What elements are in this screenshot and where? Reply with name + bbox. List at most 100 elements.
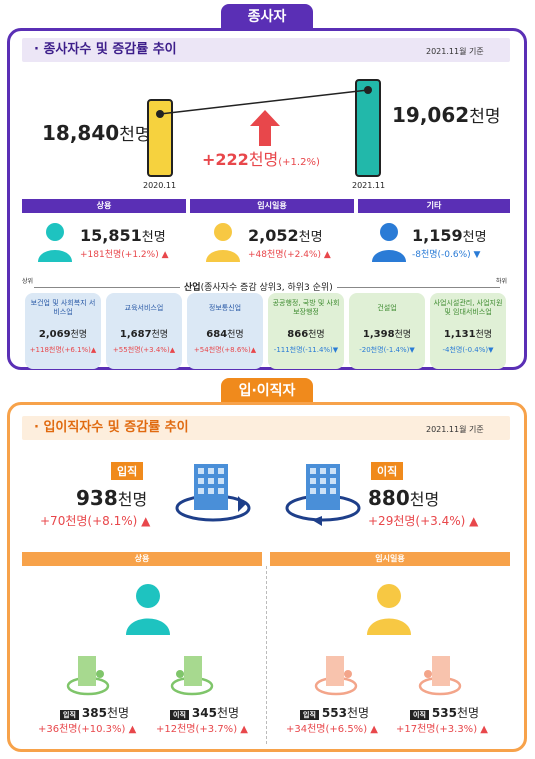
bullet-dot: ·	[34, 42, 44, 57]
value-text: 345	[191, 706, 217, 720]
hires-panel	[7, 402, 527, 752]
as-of-date: 2021.11월 기준	[426, 47, 484, 56]
person-icon-regular	[38, 223, 72, 262]
change-text: +70천명(+8.1%)	[40, 514, 138, 528]
industry-change: -111천명(-11.4%)▼	[273, 346, 339, 354]
temporary-hire: 입직 553천명	[300, 704, 369, 721]
section-title-text: 입이직자수 및 증감률 추이	[43, 420, 189, 435]
bullet-dot: ·	[34, 420, 44, 435]
industry-card-education: 교육서비스업 1,687천명 +55천명(+3.4%)▲	[106, 293, 182, 369]
industry-value: 1,131천명	[443, 329, 493, 340]
industry-value: 684천명	[206, 329, 244, 340]
total-2021-value: 19,062	[392, 103, 470, 127]
separation-tag: 이직	[170, 710, 189, 720]
value-text: 385	[81, 706, 107, 720]
total-change-value: +222	[202, 150, 249, 169]
industry-card-construction: 건설업 1,398천명 -20천명(-1.4%)▼	[349, 293, 425, 369]
section-title-text: 종사자수 및 증감률 추이	[43, 42, 177, 57]
hire-change: +70천명(+8.1%) ▲	[40, 512, 150, 529]
change-text: +48천명(+2.4%)	[248, 250, 321, 260]
sub-divider	[266, 566, 267, 744]
employees-bar-graphic	[147, 79, 381, 177]
total-2021: 19,062천명	[392, 102, 500, 127]
down-arrow-icon: ▼	[409, 346, 415, 354]
trend-line	[159, 89, 369, 115]
industry-value: 1,398천명	[362, 329, 412, 340]
regular-separation-change: +12천명(+3.7%) ▲	[156, 720, 248, 735]
up-arrow-icon: ▲	[370, 724, 378, 735]
small-building-hire-temporary-icon	[314, 656, 358, 696]
group-change-other: -8천명(-0.6%) ▼	[412, 247, 480, 260]
up-arrow-icon: ▲	[90, 346, 97, 354]
change-text: +12천명(+3.7%)	[156, 724, 238, 735]
industry-change: +54천명(+8.6%)▲	[193, 346, 257, 354]
industry-change: +55천명(+3.4%)▲	[112, 346, 176, 354]
group-header-other: 기타	[358, 199, 510, 213]
industry-change: -20천명(-1.4%)▼	[359, 346, 415, 354]
small-building-hire-regular-icon	[66, 656, 110, 696]
value-text: 15,851	[80, 226, 142, 245]
industry-card-public: 공공행정, 국방 및 사회보장행정 866천명 -111천명(-11.4%)▼	[268, 293, 344, 369]
tab-employees: 종사자	[221, 4, 313, 30]
separation-total: 880천명	[368, 486, 439, 510]
up-arrow-icon: ▲	[169, 346, 176, 354]
up-arrow-icon: ▲	[469, 514, 479, 528]
tab-hires-separations: 입·이직자	[221, 378, 313, 404]
up-arrow-icon	[250, 110, 280, 146]
up-arrow-icon: ▲	[240, 724, 248, 735]
group-header-regular: 상용	[22, 199, 186, 213]
sub-header-regular: 상용	[22, 552, 262, 566]
temporary-hire-change: +34천명(+6.5%) ▲	[286, 720, 378, 735]
bar-2020	[147, 99, 173, 177]
group-header-temporary: 임시일용	[190, 199, 354, 213]
up-arrow-icon: ▲	[161, 250, 169, 260]
regular-hire-change: +36천명(+10.3%) ▲	[38, 720, 136, 735]
person-icon-temporary-large	[367, 584, 411, 635]
industry-name: 교육서비스업	[124, 303, 164, 312]
person-icon-temporary	[206, 223, 240, 262]
value-text: 535	[431, 706, 457, 720]
industry-title: 산업	[184, 283, 201, 293]
industry-name: 정보통신업	[208, 303, 242, 312]
unit-label: 천명	[216, 706, 240, 720]
person-icon-other	[372, 223, 406, 262]
change-text: +181천명(+1.2%)	[80, 250, 159, 260]
total-2020-value: 18,840	[42, 121, 120, 145]
hire-label: 입직	[111, 462, 144, 480]
as-of-date: 2021.11월 기준	[426, 425, 484, 434]
industry-change: +118천명(+6.1%)▲	[29, 346, 97, 354]
separation-value: 880	[368, 486, 410, 510]
change-text: +36천명(+10.3%)	[38, 724, 126, 735]
trend-point-2020	[156, 110, 164, 118]
group-change-temporary: +48천명(+2.4%) ▲	[248, 247, 331, 260]
change-text: +17천명(+3.3%)	[396, 724, 478, 735]
industry-value: 1,687천명	[119, 329, 169, 340]
unit-label: 천명	[106, 706, 130, 720]
up-arrow-icon: ▲	[250, 346, 257, 354]
change-text: +29천명(+3.4%)	[368, 514, 466, 528]
industry-name: 사업시설관리, 사업지원 및 임대서비스업	[433, 299, 503, 316]
rank-low-label: 하위	[496, 278, 508, 285]
unit-label: 천명	[141, 230, 166, 245]
industry-value: 2,069천명	[38, 329, 88, 340]
unit-label: 천명	[462, 230, 487, 245]
industry-card-ict: 정보통신업 684천명 +54천명(+8.6%)▲	[187, 293, 263, 369]
regular-separation: 이직 345천명	[170, 704, 239, 721]
down-arrow-icon: ▼	[488, 346, 494, 354]
value-text: 2,052	[248, 226, 299, 245]
unit-label: 천명	[298, 230, 323, 245]
industry-value: 866천명	[287, 329, 325, 340]
separation-tag: 이직	[410, 710, 429, 720]
hire-tag: 입직	[60, 710, 79, 720]
building-separation-icon	[285, 464, 361, 526]
total-change-pct: (+1.2%)	[278, 157, 320, 168]
group-value-regular: 15,851천명	[80, 226, 166, 245]
hire-total: 938천명	[76, 486, 147, 510]
industry-name: 보건업 및 사회복지 서비스업	[30, 299, 96, 316]
down-arrow-icon: ▼	[332, 346, 339, 354]
person-icon-regular-large	[126, 584, 170, 635]
up-arrow-icon: ▲	[128, 724, 137, 735]
temporary-separation-change: +17천명(+3.3%) ▲	[396, 720, 488, 735]
group-change-regular: +181천명(+1.2%) ▲	[80, 247, 169, 260]
total-change: +222천명(+1.2%)	[202, 146, 320, 170]
